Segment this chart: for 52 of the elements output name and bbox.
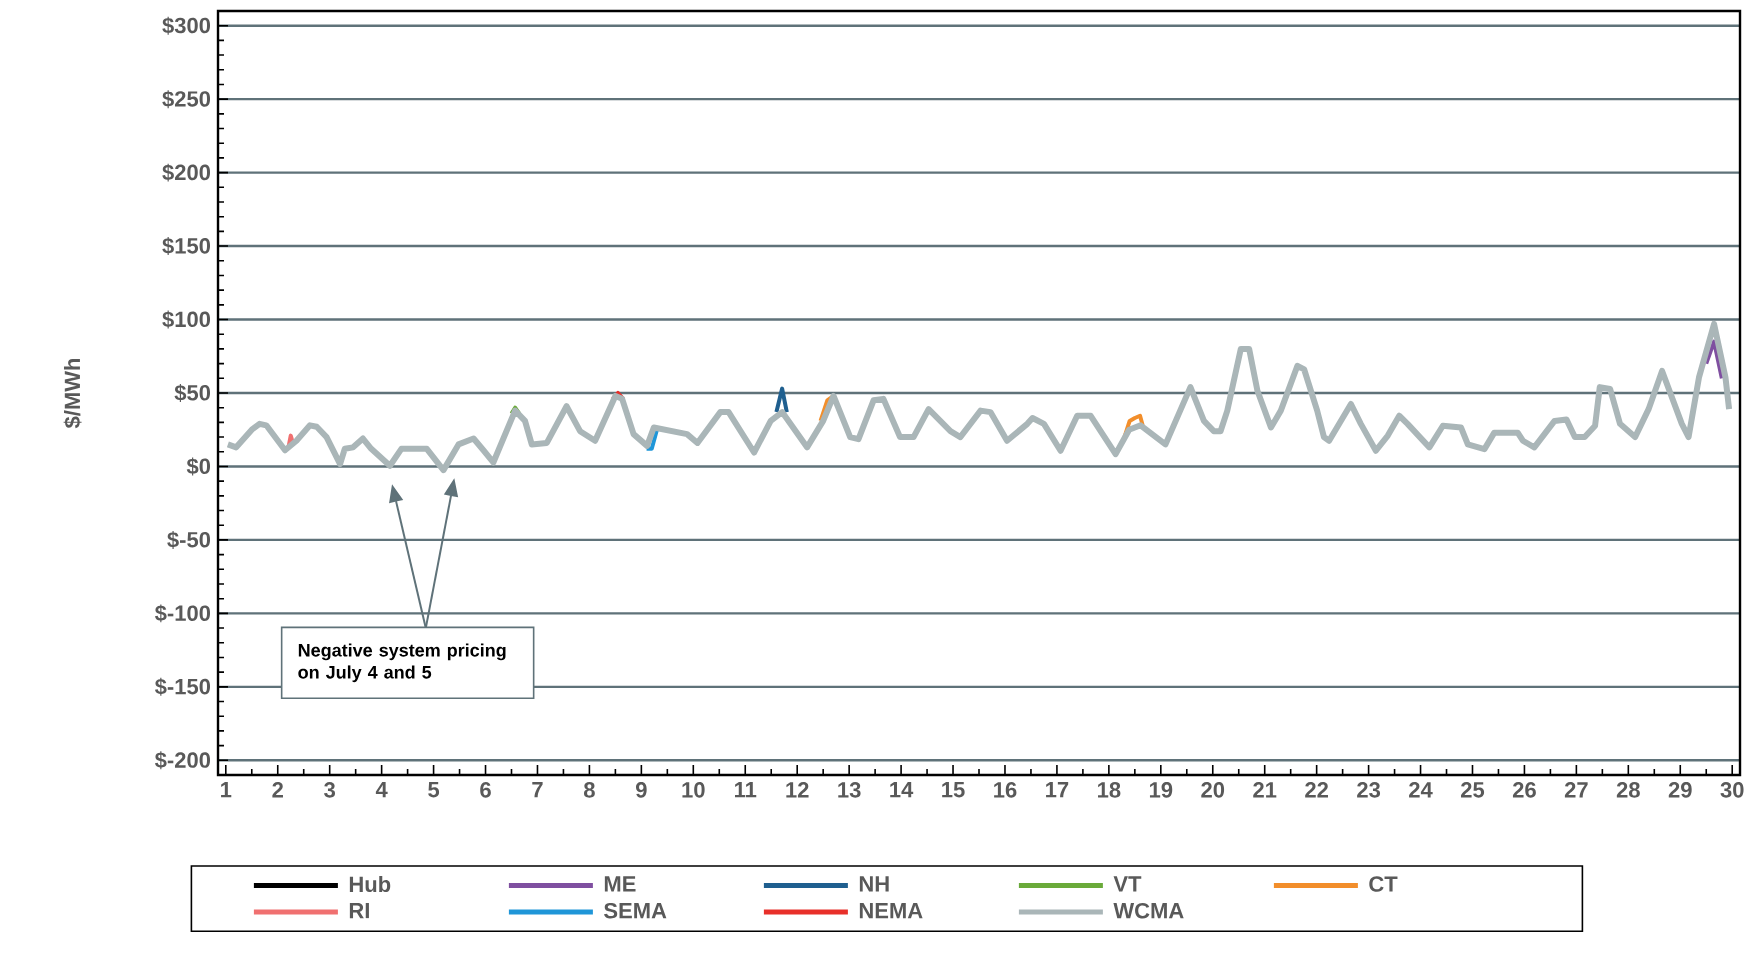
y-tick-label: $50 bbox=[174, 384, 211, 402]
x-tick-label: 23 bbox=[1357, 782, 1381, 798]
x-tick-label: 15 bbox=[942, 782, 965, 798]
x-tick-label: 5 bbox=[428, 782, 440, 798]
x-tick-label: 18 bbox=[1098, 782, 1121, 798]
annotation: Negative system pricing on July 4 and 5 bbox=[298, 643, 506, 683]
y-tick-label: $-50 bbox=[167, 530, 211, 549]
y-tick-label: $-200 bbox=[154, 751, 211, 770]
x-tick-label: 19 bbox=[1149, 782, 1173, 798]
x-tick-label: 4 bbox=[375, 782, 388, 798]
legend-label: NH bbox=[859, 876, 889, 892]
x-tick-label: 6 bbox=[480, 782, 491, 798]
x-tick-label: 20 bbox=[1201, 782, 1225, 798]
y-axis-title: $/MWh bbox=[63, 358, 82, 429]
y-tick-label: $250 bbox=[162, 90, 211, 109]
legend-label: SEMA bbox=[604, 902, 667, 919]
x-tick-label: 21 bbox=[1253, 782, 1277, 798]
y-tick-label: $0 bbox=[186, 457, 211, 476]
x-tick-label: 3 bbox=[324, 782, 336, 798]
x-tick-label: 13 bbox=[838, 782, 861, 798]
x-tick-label: 30 bbox=[1720, 782, 1744, 798]
x-tick-label: 8 bbox=[583, 782, 595, 798]
x-tick-label: 11 bbox=[735, 782, 757, 798]
x-tick-label: 10 bbox=[682, 782, 705, 798]
x-tick-label: 2 bbox=[272, 782, 283, 798]
x-tick-label: 28 bbox=[1616, 782, 1640, 798]
x-tick-label: 26 bbox=[1512, 782, 1536, 798]
x-tick-label: 14 bbox=[890, 782, 914, 798]
x-tick-label: 1 bbox=[221, 782, 232, 798]
legend-label: NEMA bbox=[859, 903, 923, 919]
legend-label: VT bbox=[1113, 876, 1142, 892]
x-tick-label: 17 bbox=[1046, 782, 1069, 798]
x-tick-label: 16 bbox=[994, 782, 1017, 798]
y-tick-label: $100 bbox=[162, 310, 211, 329]
x-tick-label: 7 bbox=[532, 782, 543, 798]
x-tick-label: 12 bbox=[786, 782, 809, 798]
x-tick-label: 22 bbox=[1305, 782, 1328, 798]
legend-label: ME bbox=[604, 876, 636, 892]
y-tick-label: $-150 bbox=[154, 677, 211, 696]
x-tick-label: 24 bbox=[1409, 782, 1433, 798]
y-tick-label: $-100 bbox=[154, 604, 211, 623]
y-tick-label: $150 bbox=[162, 237, 211, 256]
legend-label: Hub bbox=[349, 875, 391, 893]
x-tick-label: 25 bbox=[1461, 782, 1485, 798]
y-tick-label: $200 bbox=[162, 163, 211, 182]
x-tick-label: 29 bbox=[1668, 782, 1692, 798]
x-tick-label: 27 bbox=[1564, 782, 1588, 798]
y-tick-label: $300 bbox=[162, 16, 211, 35]
legend-label: CT bbox=[1369, 876, 1398, 892]
legend-label: RI bbox=[349, 903, 369, 919]
x-tick-label: 9 bbox=[636, 782, 647, 798]
legend-label: WCMA bbox=[1113, 902, 1184, 919]
